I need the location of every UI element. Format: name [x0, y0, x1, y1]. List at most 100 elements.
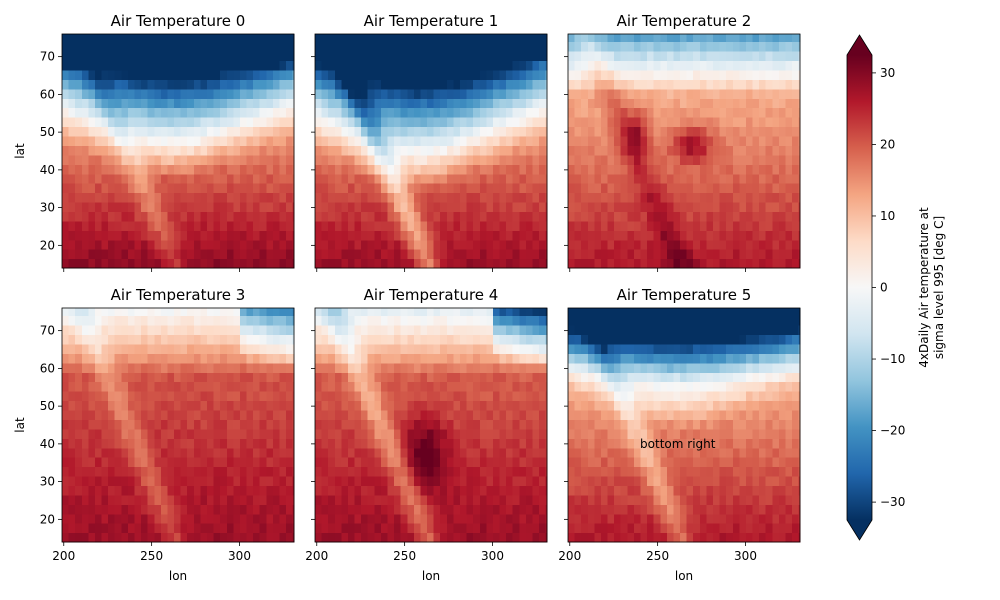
heatmap-cell	[466, 343, 474, 354]
heatmap-cell	[187, 249, 195, 260]
heatmap-cell	[427, 98, 435, 109]
heatmap-cell	[785, 107, 793, 118]
heatmap-cell	[207, 154, 215, 165]
heatmap-cell	[706, 211, 714, 222]
heatmap-cell	[394, 485, 402, 496]
heatmap-cell	[180, 50, 188, 62]
heatmap-cell	[334, 173, 342, 184]
heatmap-cell	[141, 50, 149, 62]
heatmap-cell	[486, 173, 494, 184]
heatmap-cell	[88, 438, 96, 449]
heatmap-cell	[446, 457, 455, 468]
heatmap-cell	[568, 428, 576, 439]
heatmap-cell	[328, 485, 336, 496]
heatmap-cell	[286, 372, 294, 383]
heatmap-cell	[581, 485, 589, 496]
heatmap-cell	[466, 154, 474, 165]
heatmap-cell	[334, 391, 342, 402]
heatmap-cell	[653, 494, 661, 505]
heatmap-cell	[239, 494, 248, 505]
heatmap-cell	[539, 457, 547, 468]
heatmap-cell	[121, 201, 129, 212]
heatmap-cell	[400, 315, 408, 326]
heatmap-cell	[88, 164, 96, 175]
heatmap-cell	[141, 419, 149, 430]
heatmap-cell	[752, 183, 760, 194]
heatmap-cell	[420, 126, 428, 137]
heatmap-cell	[200, 239, 208, 250]
heatmap-cell	[394, 201, 402, 212]
heatmap-cell	[239, 211, 248, 222]
heatmap-cell	[539, 211, 547, 222]
heatmap-cell	[279, 438, 287, 449]
heatmap-cell	[207, 117, 215, 128]
heatmap-cell	[506, 475, 514, 486]
heatmap-cell	[315, 400, 323, 411]
heatmap-cell	[394, 324, 402, 336]
heatmap-cell	[88, 98, 96, 109]
heatmap-cell	[499, 50, 507, 62]
heatmap-cell	[81, 98, 89, 109]
heatmap-cell	[726, 60, 734, 71]
heatmap-cell	[594, 173, 602, 184]
heatmap-cell	[607, 211, 615, 222]
heatmap-cell	[640, 239, 648, 250]
heatmap-cell	[246, 50, 254, 62]
heatmap-cell	[246, 107, 254, 118]
heatmap-cell	[147, 362, 155, 373]
heatmap-cell	[160, 428, 169, 439]
heatmap-cell	[75, 343, 83, 354]
heatmap-cell	[88, 485, 96, 496]
heatmap-cell	[568, 220, 576, 231]
heatmap-cell	[239, 201, 248, 212]
heatmap-cell	[539, 154, 547, 165]
heatmap-cell	[286, 258, 294, 269]
heatmap-cell	[686, 220, 694, 231]
heatmap-cell	[88, 117, 96, 128]
heatmap-cell	[532, 400, 540, 411]
heatmap-cell	[440, 201, 448, 212]
heatmap-cell	[594, 88, 602, 99]
heatmap-cell	[466, 249, 474, 260]
heatmap-cell	[141, 513, 149, 524]
heatmap-cell	[600, 117, 609, 128]
heatmap-cell	[68, 315, 76, 326]
heatmap-cell	[600, 315, 609, 326]
heatmap-cell	[75, 201, 83, 212]
heatmap-cell	[427, 41, 435, 52]
heatmap-cell	[220, 107, 228, 118]
heatmap-cell	[374, 494, 382, 505]
heatmap-cell	[200, 391, 208, 402]
heatmap-cell	[506, 494, 514, 505]
heatmap-cell	[581, 475, 589, 486]
heatmap-cell	[387, 494, 395, 505]
heatmap-cell	[525, 504, 534, 515]
heatmap-cell	[114, 381, 122, 392]
heatmap-cell	[581, 381, 589, 392]
heatmap-cell	[114, 164, 122, 175]
heatmap-cell	[581, 135, 589, 146]
heatmap-cell	[460, 201, 468, 212]
heatmap-cell	[315, 173, 323, 184]
heatmap-cell	[479, 343, 487, 354]
heatmap-cell	[686, 145, 694, 156]
heatmap-cell	[653, 192, 661, 203]
heatmap-cell	[440, 362, 448, 373]
heatmap-cell	[75, 391, 83, 402]
heatmap-cell	[108, 239, 116, 250]
heatmap-cell	[785, 211, 793, 222]
heatmap-cell	[233, 135, 241, 146]
heatmap-cell	[460, 438, 468, 449]
heatmap-cell	[539, 183, 547, 194]
heatmap-cell	[193, 135, 202, 146]
heatmap-cell	[374, 164, 382, 175]
heatmap-cell	[315, 126, 323, 137]
heatmap-cell	[114, 117, 122, 128]
heatmap-cell	[759, 164, 767, 175]
heatmap-cell	[266, 69, 274, 80]
heatmap-cell	[380, 343, 389, 354]
heatmap-cell	[81, 230, 89, 241]
heatmap-cell	[167, 192, 175, 203]
heatmap-cell	[660, 343, 668, 354]
heatmap-cell	[213, 201, 221, 212]
